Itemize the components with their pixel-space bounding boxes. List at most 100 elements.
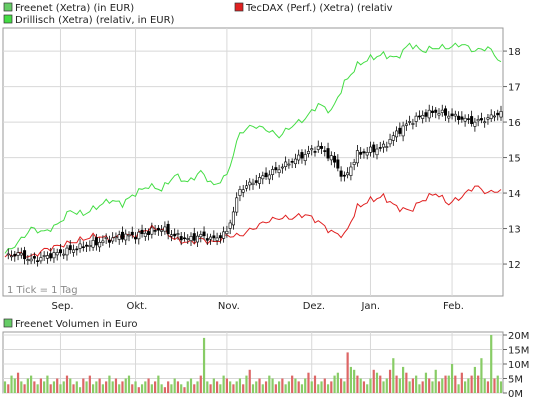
freenet-candle	[13, 250, 17, 262]
x-tick-label: Sep.	[51, 301, 73, 312]
drillisch-line	[4, 42, 502, 254]
freenet-candle	[98, 237, 102, 252]
freenet-candle	[101, 235, 105, 246]
volume-bar	[457, 384, 460, 393]
freenet-candle	[486, 113, 490, 125]
volume-bar	[69, 378, 72, 393]
freenet-candle	[382, 140, 386, 153]
volume-bar	[375, 372, 379, 393]
freenet-candle	[49, 247, 53, 262]
freenet-candle	[19, 247, 23, 259]
freenet-candle	[297, 149, 301, 165]
freenet-candle	[140, 224, 144, 238]
volume-bar	[307, 372, 310, 393]
volume-bar	[216, 381, 219, 393]
volume-bar	[499, 381, 503, 393]
volume-bar	[278, 381, 281, 393]
freenet-candle	[483, 117, 487, 128]
volume-bar	[415, 375, 418, 393]
freenet-candle	[186, 234, 190, 244]
freenet-candle	[26, 254, 30, 265]
volume-bar	[366, 384, 369, 393]
freenet-candle	[65, 244, 69, 261]
volume-bar	[317, 384, 320, 393]
volume-bar	[222, 375, 225, 393]
volume-bar	[212, 378, 215, 393]
freenet-candle	[173, 228, 177, 240]
freenet-candle	[395, 126, 399, 143]
freenet-candle	[166, 220, 170, 240]
freenet-candle	[147, 228, 151, 241]
volume-bar	[274, 384, 277, 393]
freenet-candle	[476, 115, 480, 127]
volume-bar	[271, 378, 274, 393]
freenet-candle	[124, 229, 128, 245]
freenet-candle	[362, 148, 366, 159]
freenet-candle	[258, 173, 262, 189]
volume-bar	[245, 375, 248, 393]
legend-label-tecdax: TecDAX (Perf.) (Xetra) (relativ	[245, 3, 393, 14]
volume-bar	[473, 366, 476, 393]
freenet-candle	[421, 110, 425, 124]
freenet-candle	[349, 162, 353, 181]
volume-bar	[59, 384, 62, 393]
volume-bar	[16, 372, 20, 393]
freenet-candle	[238, 185, 242, 202]
volume-bar	[30, 375, 33, 393]
volume-bar	[248, 369, 251, 393]
volume-tick-label: 5M	[508, 375, 523, 386]
freenet-candle	[32, 252, 36, 264]
x-tick-label: Jan.	[360, 301, 380, 312]
volume-bar	[196, 381, 199, 393]
freenet-candle	[414, 112, 418, 128]
freenet-candle	[372, 141, 376, 158]
volume-bar	[450, 364, 454, 393]
freenet-candle	[120, 226, 124, 243]
freenet-candle	[339, 166, 343, 182]
volume-bar	[362, 381, 366, 393]
x-tick-label: Feb.	[443, 301, 464, 312]
volume-bar	[294, 378, 297, 393]
volume-bar	[421, 381, 424, 393]
freenet-candle	[306, 145, 310, 158]
x-axis-ticks: Sep. Okt. Nov. Dez. Jan. Feb.	[51, 301, 463, 312]
volume-bar	[232, 384, 235, 393]
volume-bar	[480, 358, 483, 393]
freenet-candles	[6, 104, 503, 267]
freenet-candle	[401, 121, 405, 142]
freenet-candle	[316, 140, 320, 153]
volume-bar	[346, 352, 349, 393]
volume-bar	[313, 375, 317, 393]
freenet-candle	[209, 233, 213, 245]
volume-bar	[470, 375, 473, 393]
volume-plot-frame	[2, 331, 504, 394]
freenet-candle	[205, 233, 209, 246]
volume-bar	[359, 378, 362, 393]
volume-bar	[105, 381, 108, 393]
volume-bar	[209, 384, 212, 393]
freenet-candle	[434, 107, 438, 119]
freenet-candle	[293, 153, 297, 169]
volume-bar	[434, 369, 437, 393]
volume-bar	[287, 381, 290, 393]
volume-bar	[154, 381, 157, 393]
freenet-candle	[114, 232, 118, 243]
volume-bar	[118, 384, 121, 393]
freenet-candle	[16, 247, 20, 261]
freenet-candle	[333, 151, 337, 168]
volume-bar	[418, 384, 421, 393]
volume-bar	[186, 381, 189, 393]
volume-bar	[56, 378, 59, 393]
volume-bar	[486, 381, 490, 393]
freenet-candle	[355, 145, 359, 167]
volume-bar	[291, 375, 294, 393]
freenet-candle	[94, 233, 98, 251]
freenet-candle	[199, 230, 203, 243]
freenet-candle	[88, 240, 92, 252]
volume-bar	[235, 381, 238, 393]
freenet-candle	[55, 248, 59, 261]
freenet-candle	[261, 171, 265, 185]
volume-bar	[330, 381, 333, 393]
volume-bar	[268, 375, 271, 393]
volume-bar	[493, 378, 496, 393]
